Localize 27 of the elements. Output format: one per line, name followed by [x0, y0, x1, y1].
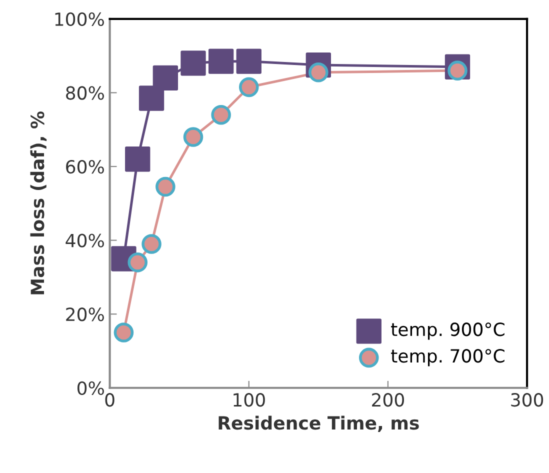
y-tick-label: 80%: [66, 86, 104, 100]
point: [208, 48, 234, 74]
legend-label: temp. 900°C: [391, 322, 504, 340]
x-tick-label: 300: [511, 393, 544, 407]
point: [128, 252, 148, 272]
y-tick-label: 60%: [66, 160, 104, 174]
y-axis-title: Mass loss (daf), %: [30, 111, 47, 294]
point: [236, 48, 262, 74]
y-tick-label: 40%: [66, 234, 104, 248]
point: [183, 127, 204, 147]
x-tick-label: 100: [234, 393, 265, 407]
point: [211, 104, 231, 125]
point: [238, 77, 259, 98]
x-tick-label: 200: [372, 393, 404, 407]
x-axis-title: Residence Time, ms: [218, 416, 419, 432]
point: [138, 86, 164, 111]
x-tick-label: 0: [105, 393, 114, 407]
point: [114, 322, 134, 342]
point: [152, 65, 178, 91]
point: [125, 146, 150, 172]
legend-label: temp. 700°C: [391, 349, 504, 366]
y-tick-label: 0%: [77, 381, 104, 395]
y-tick-label: 100%: [55, 12, 104, 26]
y-tick-label: 20%: [66, 308, 104, 322]
point: [180, 50, 206, 76]
point: [142, 234, 162, 254]
point: [156, 176, 176, 197]
